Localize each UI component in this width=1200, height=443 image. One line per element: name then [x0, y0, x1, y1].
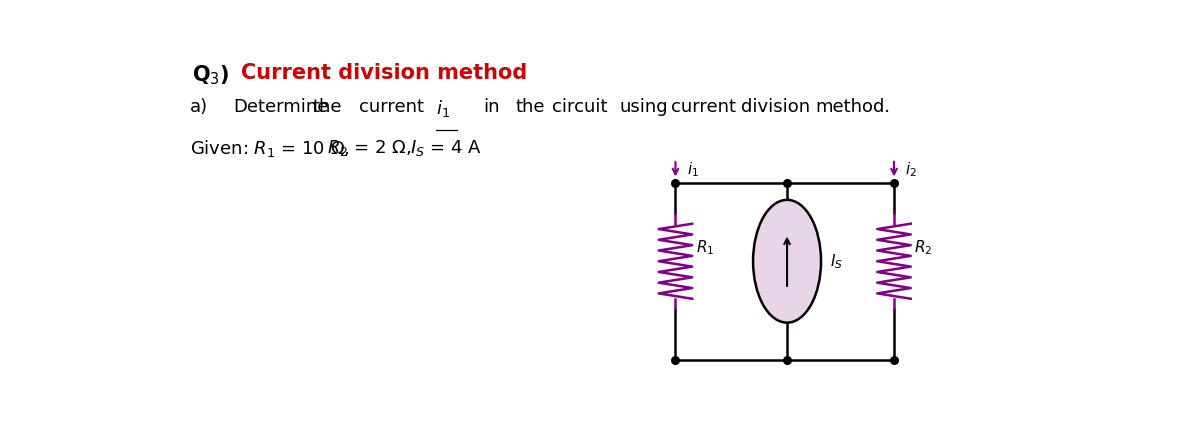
Text: Q$_3$): Q$_3$) [192, 63, 229, 87]
Text: Determine: Determine [234, 97, 329, 116]
Text: circuit: circuit [552, 97, 607, 116]
Text: Given: $R_1$ = 10 $\Omega$,: Given: $R_1$ = 10 $\Omega$, [190, 139, 349, 159]
Text: $R_2$: $R_2$ [914, 238, 932, 257]
Text: $R_1$: $R_1$ [696, 238, 714, 257]
Text: in: in [482, 97, 499, 116]
Ellipse shape [754, 200, 821, 323]
Text: the: the [516, 97, 545, 116]
Text: $\mathit{i_1}$: $\mathit{i_1}$ [436, 97, 449, 119]
Text: $R_2$ = 2 $\Omega$,: $R_2$ = 2 $\Omega$, [326, 139, 412, 159]
Text: current: current [359, 97, 425, 116]
Point [778, 357, 797, 364]
Text: $I_S$ = 4 A: $I_S$ = 4 A [410, 139, 482, 159]
Point [884, 357, 904, 364]
Text: using: using [619, 97, 668, 116]
Point [884, 179, 904, 187]
Text: $i_1$: $i_1$ [686, 161, 698, 179]
Point [666, 179, 685, 187]
Text: the: the [313, 97, 342, 116]
Text: method.: method. [815, 97, 890, 116]
Point [666, 357, 685, 364]
Text: $i_2$: $i_2$ [905, 161, 917, 179]
Text: $I_S$: $I_S$ [830, 252, 844, 271]
Point [778, 179, 797, 187]
Text: division: division [742, 97, 811, 116]
Text: Current division method: Current division method [241, 63, 527, 83]
Text: current: current [671, 97, 736, 116]
Text: a): a) [190, 97, 208, 116]
